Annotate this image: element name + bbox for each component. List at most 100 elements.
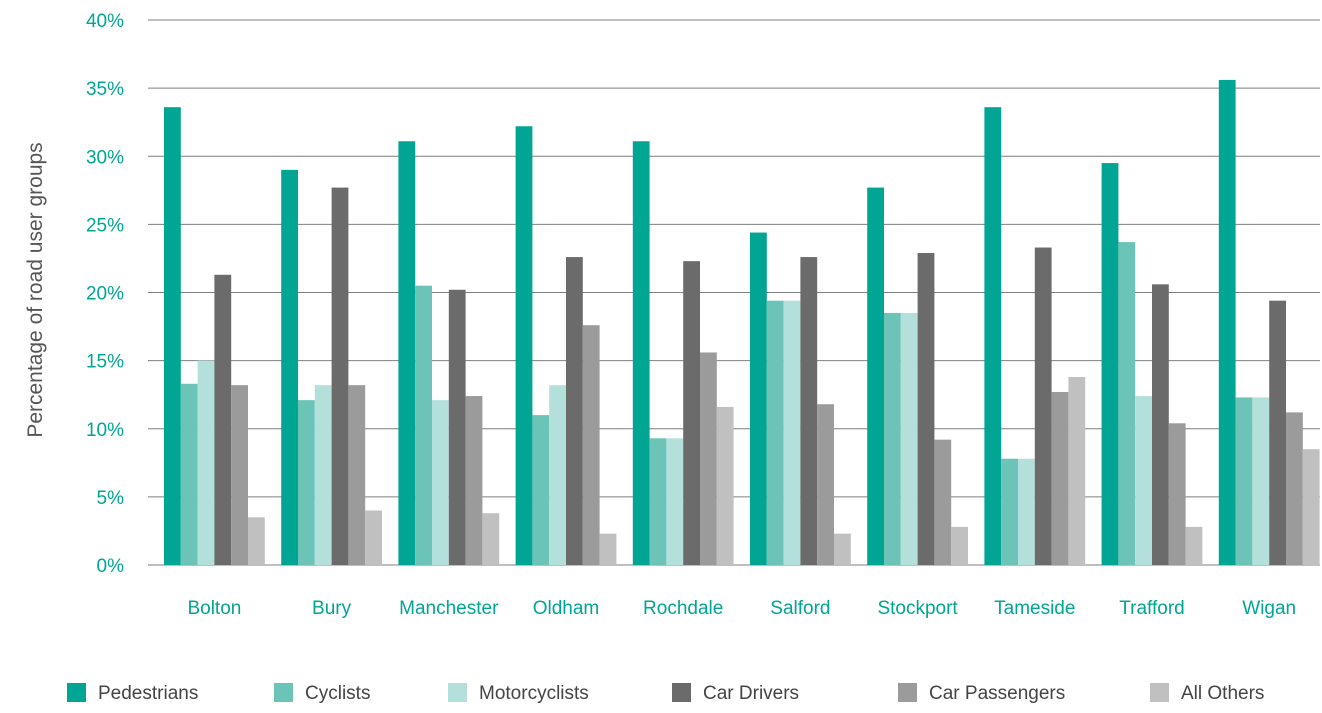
legend-swatch xyxy=(274,683,293,702)
axes: Percentage of road user groups 0% 5% 10% 15… xyxy=(24,11,1296,619)
bar xyxy=(766,300,784,565)
x-tick-label: Salford xyxy=(770,598,830,619)
legend-item: Cyclists xyxy=(274,683,370,704)
bar xyxy=(1051,391,1069,565)
bar xyxy=(465,396,483,565)
legend-label: Pedestrians xyxy=(98,683,198,704)
bar xyxy=(180,383,198,565)
bar-group xyxy=(632,141,734,565)
bar xyxy=(532,415,550,565)
bar xyxy=(649,438,667,565)
bar xyxy=(599,533,617,565)
bar xyxy=(1118,242,1136,565)
bar xyxy=(817,404,834,565)
bar-group xyxy=(750,232,851,566)
bar xyxy=(1302,449,1320,565)
bar xyxy=(482,513,500,565)
x-tick-label: Stockport xyxy=(877,598,958,619)
bar-group xyxy=(984,107,1086,565)
legend-label: All Others xyxy=(1181,683,1264,704)
bar xyxy=(314,385,332,565)
bar xyxy=(197,360,215,565)
bar-group xyxy=(515,126,617,566)
bar xyxy=(1269,300,1286,565)
x-tick-label: Trafford xyxy=(1119,598,1184,619)
y-axis-title: Percentage of road user groups xyxy=(24,142,47,437)
bar xyxy=(1001,458,1018,565)
bar xyxy=(683,261,700,565)
legend-item: Car Drivers xyxy=(672,683,799,704)
bar xyxy=(716,406,734,565)
bar-group xyxy=(281,169,382,565)
bar-group xyxy=(164,107,265,565)
bar xyxy=(164,107,181,565)
bar xyxy=(348,385,366,565)
y-tick-label: 0% xyxy=(97,556,125,577)
legend-swatch xyxy=(672,683,691,702)
bar xyxy=(867,187,884,565)
bar xyxy=(248,517,265,565)
bar xyxy=(1135,396,1152,565)
bar xyxy=(917,252,935,566)
y-tick-label: 35% xyxy=(86,79,124,100)
bar xyxy=(884,312,901,565)
legend-label: Cyclists xyxy=(305,683,370,704)
bar-group xyxy=(867,187,968,566)
legend: Pedestrians Cyclists Motorcyclists Car Driv… xyxy=(67,683,1264,704)
x-tick-label: Bolton xyxy=(187,598,241,619)
legend-item: All Others xyxy=(1150,683,1264,704)
x-tick-label: Tameside xyxy=(994,598,1075,619)
bar xyxy=(1018,458,1035,565)
legend-label: Motorcyclists xyxy=(479,683,589,704)
bar xyxy=(834,533,851,565)
legend-swatch xyxy=(448,683,467,702)
bar xyxy=(448,289,466,565)
bar xyxy=(1168,423,1186,565)
bar xyxy=(750,232,767,566)
y-tick-label: 30% xyxy=(86,147,124,168)
bar xyxy=(331,187,349,565)
bar xyxy=(934,439,952,565)
bar xyxy=(1152,284,1169,565)
y-tick-label: 5% xyxy=(97,488,125,509)
bar xyxy=(900,312,918,565)
bar xyxy=(515,126,533,566)
bar xyxy=(984,107,1002,565)
bar xyxy=(231,385,248,565)
x-tick-label: Bury xyxy=(312,598,352,619)
y-tick-label: 15% xyxy=(86,352,124,373)
bars xyxy=(164,79,1320,566)
bar-group xyxy=(1218,79,1320,565)
bar xyxy=(783,300,801,565)
bar xyxy=(1034,247,1052,565)
bar xyxy=(582,325,600,565)
legend-item: Pedestrians xyxy=(67,683,198,704)
legend-label: Car Passengers xyxy=(929,683,1065,704)
bar xyxy=(800,257,818,565)
bar xyxy=(632,141,650,565)
bar xyxy=(1252,397,1270,565)
y-tick-label: 40% xyxy=(86,11,124,32)
legend-swatch xyxy=(1150,683,1169,702)
bar xyxy=(1235,397,1253,565)
bar xyxy=(398,141,416,565)
bar xyxy=(1286,412,1303,565)
x-tick-label: Manchester xyxy=(399,598,499,619)
bar xyxy=(1218,79,1236,565)
bar xyxy=(415,285,432,565)
bar xyxy=(951,526,968,565)
bar xyxy=(365,510,382,565)
bar xyxy=(700,352,717,565)
y-tick-label: 20% xyxy=(86,284,124,305)
bar xyxy=(549,385,566,565)
bar xyxy=(281,169,298,565)
bar xyxy=(1185,526,1203,565)
x-tick-label: Oldham xyxy=(533,598,600,619)
legend-swatch xyxy=(898,683,917,702)
bar xyxy=(666,438,684,565)
legend-item: Car Passengers xyxy=(898,683,1065,704)
legend-swatch xyxy=(67,683,86,702)
bar-group xyxy=(1101,163,1203,565)
